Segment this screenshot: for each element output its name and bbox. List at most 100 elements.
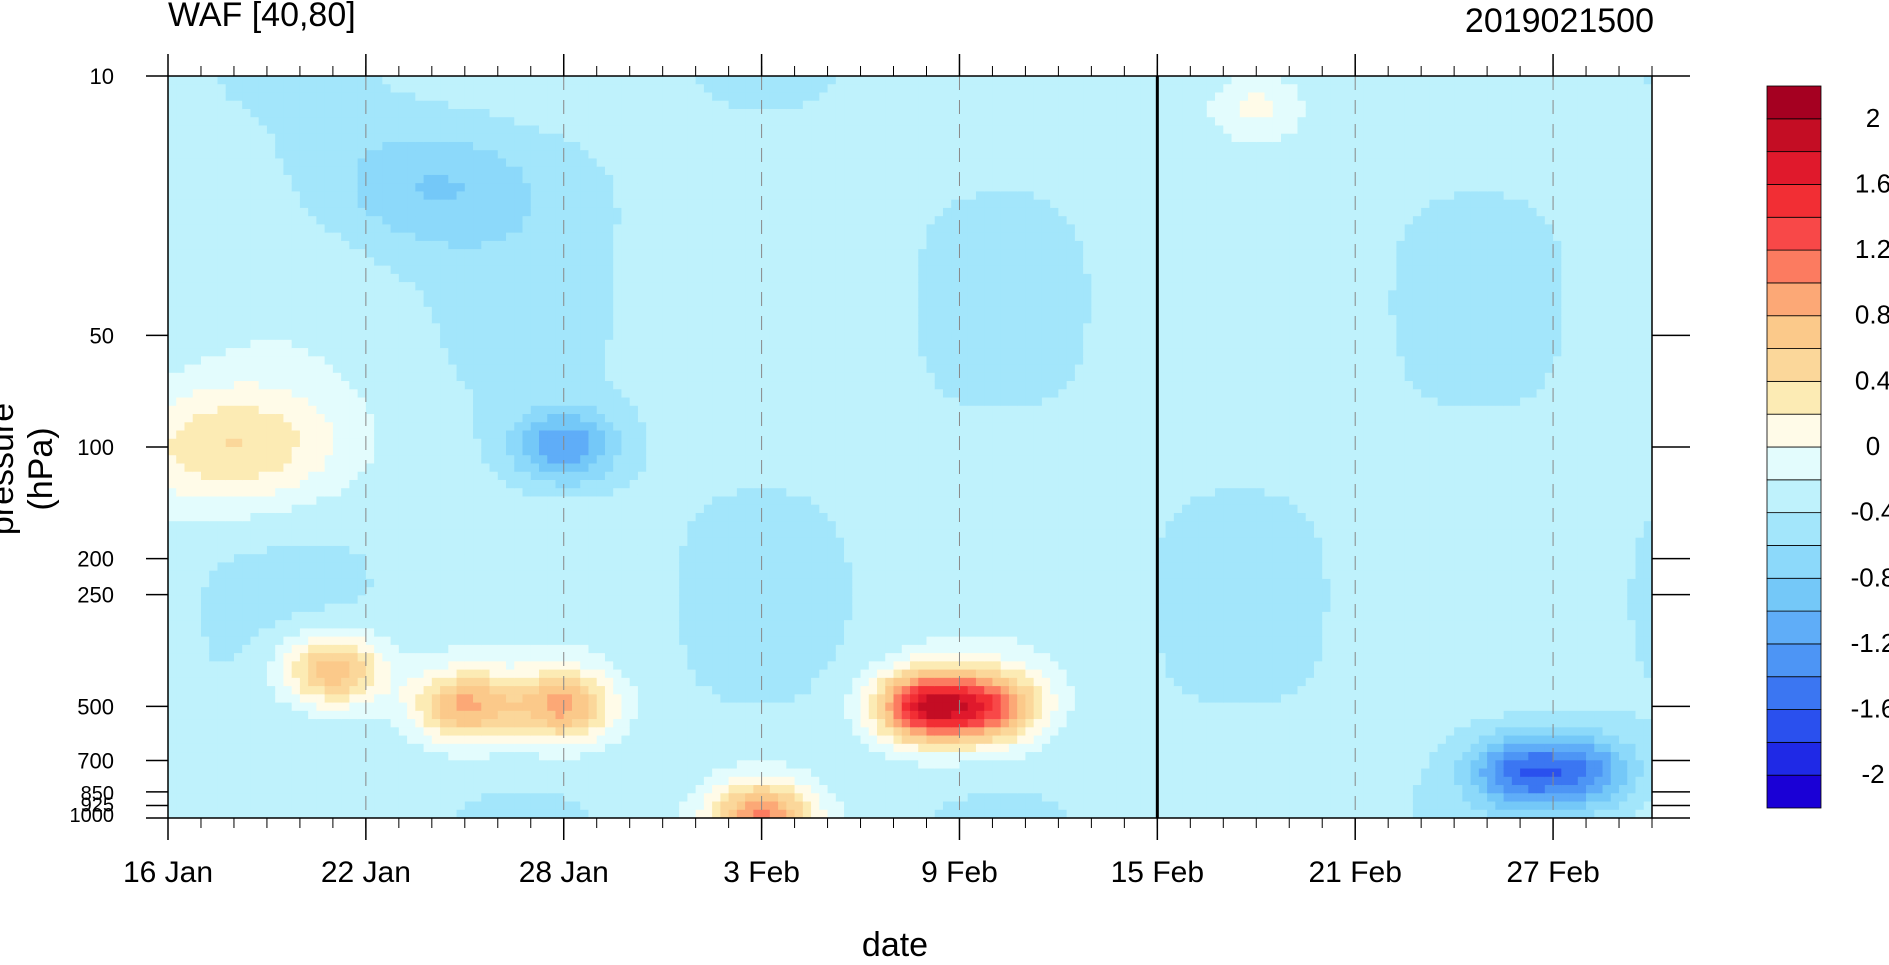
field-cell <box>209 405 219 415</box>
field-cell <box>497 199 507 209</box>
field-cell <box>604 752 614 761</box>
field-cell <box>275 76 285 85</box>
field-cell <box>563 719 573 728</box>
field-cell <box>415 323 425 333</box>
field-cell <box>588 174 598 184</box>
field-cell <box>506 628 515 638</box>
field-cell <box>522 389 532 399</box>
field-cell <box>514 768 524 778</box>
field-cell <box>209 702 219 712</box>
field-cell <box>547 348 557 357</box>
field-cell <box>489 273 499 283</box>
field-cell <box>357 414 367 423</box>
field-cell <box>473 306 482 316</box>
field-cell <box>530 331 540 341</box>
field-cell <box>233 735 243 745</box>
field-cell <box>168 545 177 555</box>
field-cell <box>324 644 334 654</box>
field-cell <box>266 628 276 638</box>
field-cell <box>398 397 408 407</box>
field-cell <box>588 166 598 176</box>
field-cell <box>530 364 540 374</box>
field-cell <box>506 471 515 481</box>
field-cell <box>200 644 210 654</box>
field-cell <box>415 735 425 745</box>
field-cell <box>168 595 177 605</box>
field-cell <box>332 760 342 770</box>
field-cell <box>324 521 334 531</box>
field-cell <box>423 372 433 382</box>
field-cell <box>415 339 425 349</box>
field-cell <box>299 512 309 522</box>
field-cell <box>481 669 491 679</box>
field-cell <box>349 389 359 399</box>
field-cell <box>522 694 532 704</box>
field-cell <box>530 166 540 176</box>
field-cell <box>225 92 235 102</box>
field-cell <box>225 669 235 679</box>
field-cell <box>365 422 375 432</box>
field-cell <box>390 249 400 258</box>
field-cell <box>258 298 268 308</box>
field-cell <box>176 504 186 514</box>
field-cell <box>539 199 548 209</box>
field-cell <box>308 117 317 127</box>
field-cell <box>258 587 268 596</box>
field-cell <box>324 809 334 818</box>
field-cell <box>588 776 598 786</box>
field-cell <box>489 463 499 473</box>
field-cell <box>365 587 375 596</box>
field-cell <box>456 166 466 176</box>
field-cell <box>423 273 433 283</box>
field-cell <box>489 496 499 506</box>
field-cell <box>233 595 243 605</box>
field-cell <box>291 686 301 695</box>
field-cell <box>473 620 482 629</box>
field-cell <box>382 372 392 382</box>
field-cell <box>324 290 334 300</box>
field-cell <box>349 447 359 456</box>
field-cell <box>522 447 532 456</box>
field-cell <box>522 545 532 555</box>
field-cell <box>398 801 408 811</box>
field-cell <box>200 537 210 547</box>
field-cell <box>555 760 565 770</box>
field-cell <box>382 653 392 662</box>
field-cell <box>184 504 194 514</box>
field-cell <box>580 636 590 646</box>
field-cell <box>440 356 449 366</box>
field-cell <box>192 801 202 811</box>
field-cell <box>604 471 614 481</box>
field-cell <box>456 158 466 168</box>
field-cell <box>464 529 474 539</box>
field-cell <box>539 430 548 440</box>
field-cell <box>209 521 219 531</box>
field-cell <box>357 801 367 811</box>
field-cell <box>200 339 210 349</box>
field-cell <box>258 686 268 695</box>
field-cell <box>192 669 202 679</box>
field-cell <box>176 735 186 745</box>
field-cell <box>415 356 425 366</box>
field-cell <box>192 405 202 415</box>
field-cell <box>291 257 301 267</box>
field-cell <box>588 183 598 193</box>
field-cell <box>473 240 482 250</box>
field-cell <box>324 166 334 176</box>
field-cell <box>489 438 499 448</box>
field-cell <box>489 735 499 745</box>
field-cell <box>571 298 581 308</box>
field-cell <box>225 232 235 242</box>
field-cell <box>308 743 317 753</box>
field-cell <box>275 496 285 506</box>
field-cell <box>192 447 202 456</box>
field-cell <box>431 273 441 283</box>
field-cell <box>176 496 186 506</box>
field-cell <box>571 84 581 94</box>
field-cell <box>506 364 515 374</box>
field-cell <box>481 331 491 341</box>
field-cell <box>522 108 532 118</box>
field-cell <box>341 405 350 415</box>
field-cell <box>258 768 268 778</box>
field-cell <box>176 554 186 564</box>
